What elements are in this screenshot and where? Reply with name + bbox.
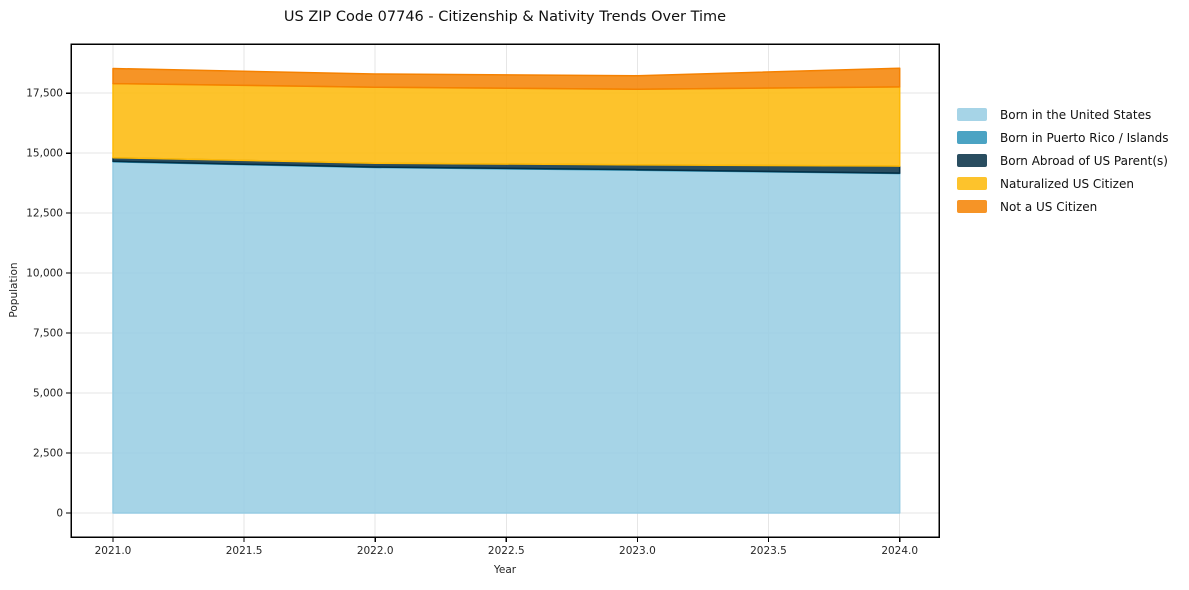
legend-item: Born Abroad of US Parent(s): [957, 149, 1169, 172]
y-axis-label: Population: [8, 262, 20, 318]
legend: Born in the United States Born in Puerto …: [957, 103, 1169, 218]
area-born-in-us: [112, 161, 901, 514]
y-tick-label: 5,000: [33, 388, 63, 400]
y-tick-label: 2,500: [33, 448, 63, 460]
x-tick-label: 2021.0: [95, 545, 132, 557]
y-tick-label: 0: [56, 508, 63, 520]
y-tick-label: 15,000: [26, 148, 63, 160]
legend-swatch: [957, 154, 987, 167]
x-tick-label: 2023.5: [750, 545, 787, 557]
legend-swatch: [957, 177, 987, 190]
area-naturalized: [112, 82, 901, 167]
x-tick-label: 2022.5: [488, 545, 525, 557]
legend-item: Born in the United States: [957, 103, 1169, 126]
y-tick-label: 7,500: [33, 328, 63, 340]
x-tick-label: 2021.5: [226, 545, 263, 557]
area-not-citizen: [112, 67, 901, 91]
legend-item-label: Born in Puerto Rico / Islands: [1000, 130, 1169, 145]
x-tick-label: 2023.0: [619, 545, 656, 557]
chart-title: US ZIP Code 07746 - Citizenship & Nativi…: [283, 9, 727, 25]
x-axis-label: Year: [493, 564, 517, 576]
legend-item: Not a US Citizen: [957, 195, 1169, 218]
legend-item-label: Born in the United States: [1000, 107, 1152, 122]
legend-swatch: [957, 108, 987, 121]
y-tick-label: 12,500: [26, 208, 63, 220]
plot-border: [70, 43, 940, 538]
x-tick-label: 2022.0: [357, 545, 394, 557]
legend-item-label: Born Abroad of US Parent(s): [1000, 153, 1168, 168]
legend-item-label: Not a US Citizen: [1000, 199, 1098, 214]
legend-swatch: [957, 200, 987, 213]
y-tick-label: 17,500: [26, 88, 63, 100]
legend-item: Born in Puerto Rico / Islands: [957, 126, 1169, 149]
y-tick-label: 10,000: [26, 268, 63, 280]
legend-item: Naturalized US Citizen: [957, 172, 1169, 195]
legend-swatch: [957, 131, 987, 144]
x-tick-label: 2024.0: [881, 545, 918, 557]
legend-item-label: Naturalized US Citizen: [1000, 176, 1134, 191]
